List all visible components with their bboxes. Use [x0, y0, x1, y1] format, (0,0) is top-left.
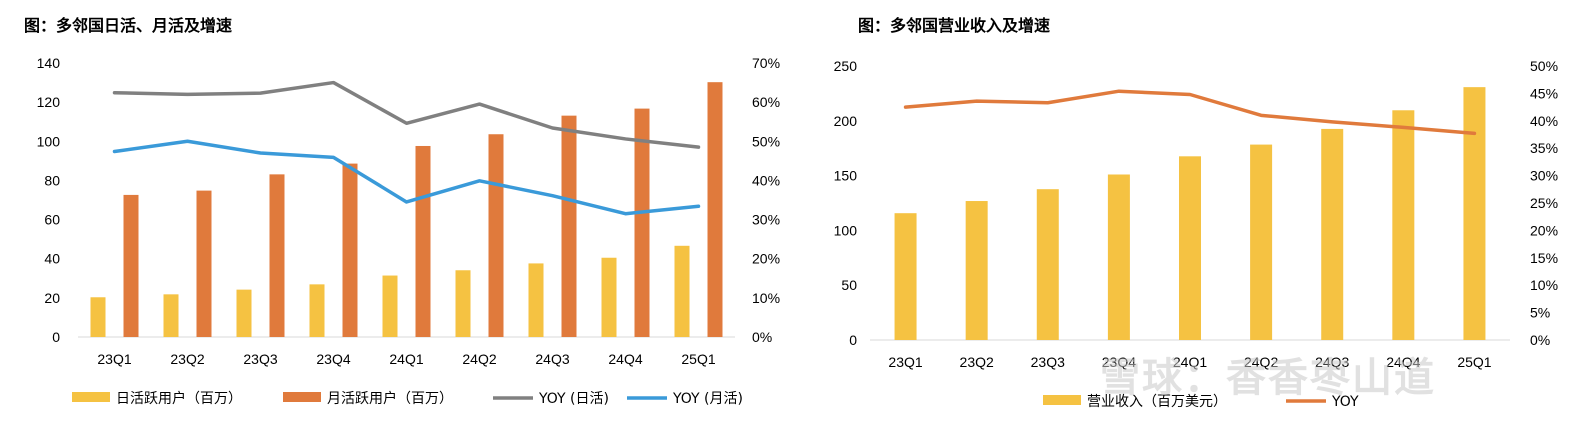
- y2-tick-label: 45%: [1530, 85, 1558, 101]
- bar: [455, 270, 471, 337]
- bar: [236, 289, 252, 337]
- y2-tick-label: 15%: [1530, 250, 1558, 266]
- x-tick-label: 24Q1: [1173, 354, 1207, 370]
- chart-svg: 0 50 100 150 200 250 0% 5% 10% 15% 20% 25% 30% 35% 40%…: [834, 58, 1558, 410]
- y-tick-label: 100: [37, 133, 61, 149]
- bar: [528, 263, 544, 337]
- bar: [1321, 128, 1344, 340]
- y2-tick-label: 50%: [1530, 58, 1558, 74]
- x-tick-label: 23Q2: [960, 354, 994, 370]
- bar: [1392, 110, 1415, 340]
- y2-tick-label: 70%: [752, 55, 780, 71]
- x-tick-label: 23Q4: [1102, 354, 1136, 370]
- y-tick-label: 140: [37, 55, 61, 71]
- bar: [894, 213, 917, 340]
- legend-label: 月活跃用户（百万）: [327, 390, 453, 407]
- legend-label: 营业收入（百万美元）: [1087, 394, 1227, 410]
- series-line: [903, 89, 1477, 136]
- x-tick-label: 24Q4: [1386, 354, 1420, 370]
- bar: [1463, 87, 1486, 340]
- y-tick-label: 40: [44, 251, 60, 267]
- bar: [634, 108, 650, 337]
- chart-svg: 0 20 40 60 80 100 120 140 0% 10% 20% 30% 40% 50% 60% 70…: [37, 55, 780, 407]
- x-tick-label: 24Q3: [535, 351, 569, 367]
- y2-tick-label: 30%: [1530, 168, 1558, 184]
- y2-tick-label: 10%: [752, 290, 780, 306]
- y-tick-label: 150: [834, 168, 858, 184]
- y-tick-label: 80: [44, 172, 60, 188]
- chart-panel-left: 图：多邻国日活、月活及增速 0 20 40 60 80 100 120 140 0% 10% 20%…: [24, 16, 780, 407]
- bar: [1107, 174, 1130, 340]
- bar: [674, 245, 690, 337]
- y2-tick-label: 0%: [752, 329, 772, 345]
- legend-label: YOY (日活): [538, 391, 609, 407]
- series-line: [112, 80, 701, 149]
- y2-tick-label: 25%: [1530, 195, 1558, 211]
- x-tick-label: 24Q2: [1244, 354, 1278, 370]
- x-tick-label: 24Q1: [389, 351, 423, 367]
- bar: [382, 275, 398, 337]
- bar: [123, 194, 139, 337]
- bar: [965, 201, 988, 340]
- x-tick-label: 25Q1: [1457, 354, 1491, 370]
- bar: [163, 294, 179, 337]
- x-tick-label: 23Q4: [316, 351, 350, 367]
- chart-title: 图：多邻国营业收入及增速: [858, 16, 1051, 35]
- y-tick-label: 20: [44, 290, 60, 306]
- bar: [1250, 144, 1273, 340]
- x-tick-label: 23Q3: [1031, 354, 1065, 370]
- legend-swatch: [72, 392, 110, 402]
- bar: [342, 163, 358, 337]
- watermark: 雪球：香香枣山道: [1100, 355, 1436, 401]
- legend-label: 日活跃用户（百万）: [116, 390, 242, 407]
- chart-panel-right: 图：多邻国营业收入及增速 0 50 100 150 200 250 0% 5% 10% 15% 20…: [790, 0, 1570, 424]
- x-tick-label: 24Q3: [1315, 354, 1349, 370]
- bar: [196, 190, 212, 337]
- y2-tick-label: 40%: [752, 172, 780, 188]
- y-tick-label: 250: [834, 58, 858, 74]
- y2-tick-label: 5%: [1530, 305, 1550, 321]
- series-line: [112, 139, 701, 216]
- bar: [601, 257, 617, 337]
- y-tick-label: 60: [44, 212, 60, 228]
- x-tick-label: 24Q4: [608, 351, 642, 367]
- y-tick-label: 0: [849, 332, 857, 348]
- x-tick-label: 23Q3: [243, 351, 277, 367]
- bar: [269, 174, 285, 337]
- y2-tick-label: 60%: [752, 94, 780, 110]
- legend-label: YOY (月活): [672, 391, 743, 407]
- y2-tick-label: 20%: [1530, 222, 1558, 238]
- y-tick-label: 200: [834, 113, 858, 129]
- legend-swatch: [283, 392, 321, 402]
- x-tick-label: 24Q2: [462, 351, 496, 367]
- x-tick-label: 23Q2: [170, 351, 204, 367]
- bar: [561, 115, 577, 337]
- y2-tick-label: 0%: [1530, 332, 1550, 348]
- y-tick-label: 50: [841, 277, 857, 293]
- bar: [1179, 156, 1201, 340]
- bar: [707, 82, 723, 338]
- bar: [309, 284, 325, 337]
- y-tick-label: 0: [52, 329, 60, 345]
- x-tick-label: 23Q1: [888, 354, 922, 370]
- legend-swatch: [1043, 395, 1081, 405]
- y2-tick-label: 30%: [752, 212, 780, 228]
- x-tick-label: 25Q1: [681, 351, 715, 367]
- chart-title: 图：多邻国日活、月活及增速: [24, 16, 233, 35]
- y2-tick-label: 20%: [752, 251, 780, 267]
- bar: [415, 145, 431, 337]
- x-tick-label: 23Q1: [97, 351, 131, 367]
- bar: [488, 134, 504, 337]
- bar: [90, 297, 106, 337]
- y2-tick-label: 50%: [752, 133, 780, 149]
- bar: [1036, 189, 1059, 340]
- y-tick-label: 100: [834, 222, 858, 238]
- y2-tick-label: 10%: [1530, 277, 1558, 293]
- y2-tick-label: 35%: [1530, 140, 1558, 156]
- y-tick-label: 120: [37, 94, 61, 110]
- y2-tick-label: 40%: [1530, 113, 1558, 129]
- legend-label: YOY: [1331, 394, 1359, 410]
